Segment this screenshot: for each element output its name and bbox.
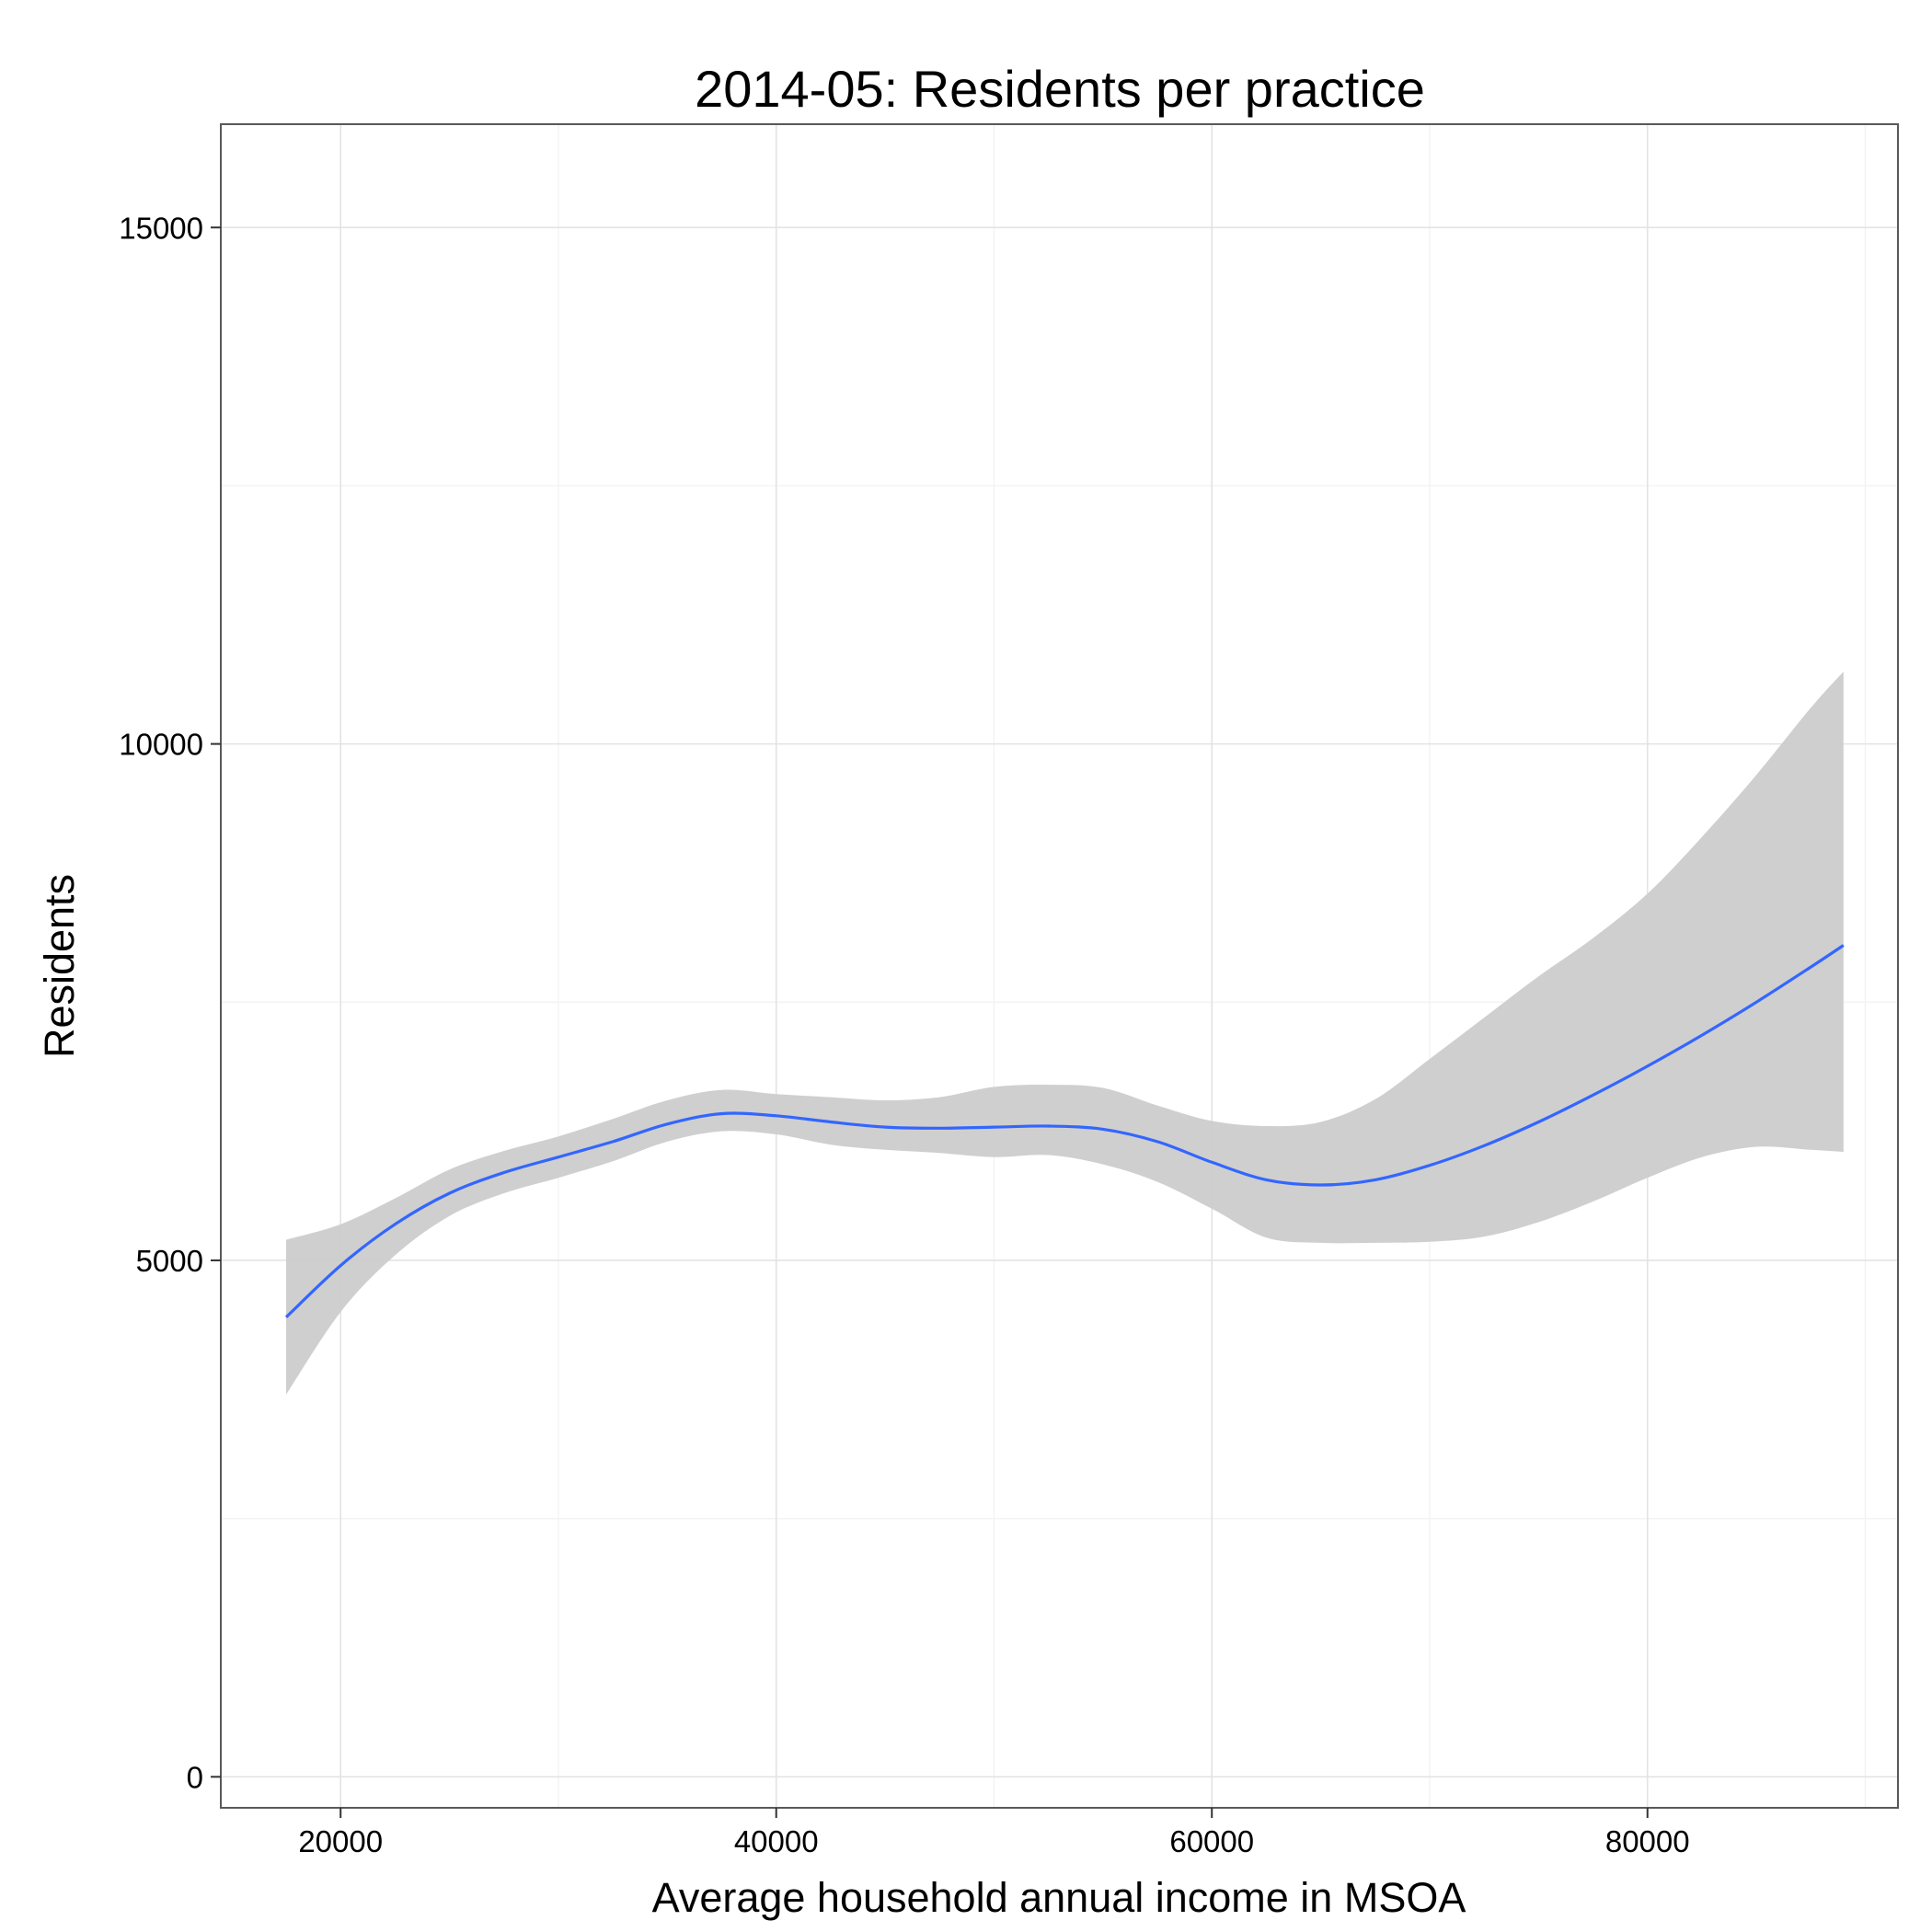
y-tick-label: 15000 — [119, 211, 203, 245]
x-tick-label: 60000 — [1169, 1824, 1254, 1858]
x-tick-label: 80000 — [1605, 1824, 1690, 1858]
confidence-band — [286, 672, 1844, 1395]
smooth-line — [284, 944, 1845, 1318]
y-axis: 0 5000 10000 15000 — [119, 211, 221, 1794]
confidence-band-area — [286, 672, 1844, 1395]
x-tick-label: 20000 — [298, 1824, 383, 1858]
y-tick-label: 10000 — [119, 728, 203, 762]
y-axis-title: Residents — [36, 874, 83, 1058]
chart-title: 2014-05: Residents per practice — [695, 60, 1425, 118]
x-axis-title: Average household annual income in MSOA — [652, 1874, 1466, 1921]
y-tick-label: 0 — [187, 1760, 203, 1794]
plot-panel-border — [220, 123, 1899, 1809]
smooth-line-path — [284, 944, 1845, 1318]
x-axis: 20000 40000 60000 80000 — [298, 1808, 1690, 1858]
y-tick-label: 5000 — [136, 1244, 203, 1278]
x-tick-label: 40000 — [734, 1824, 819, 1858]
